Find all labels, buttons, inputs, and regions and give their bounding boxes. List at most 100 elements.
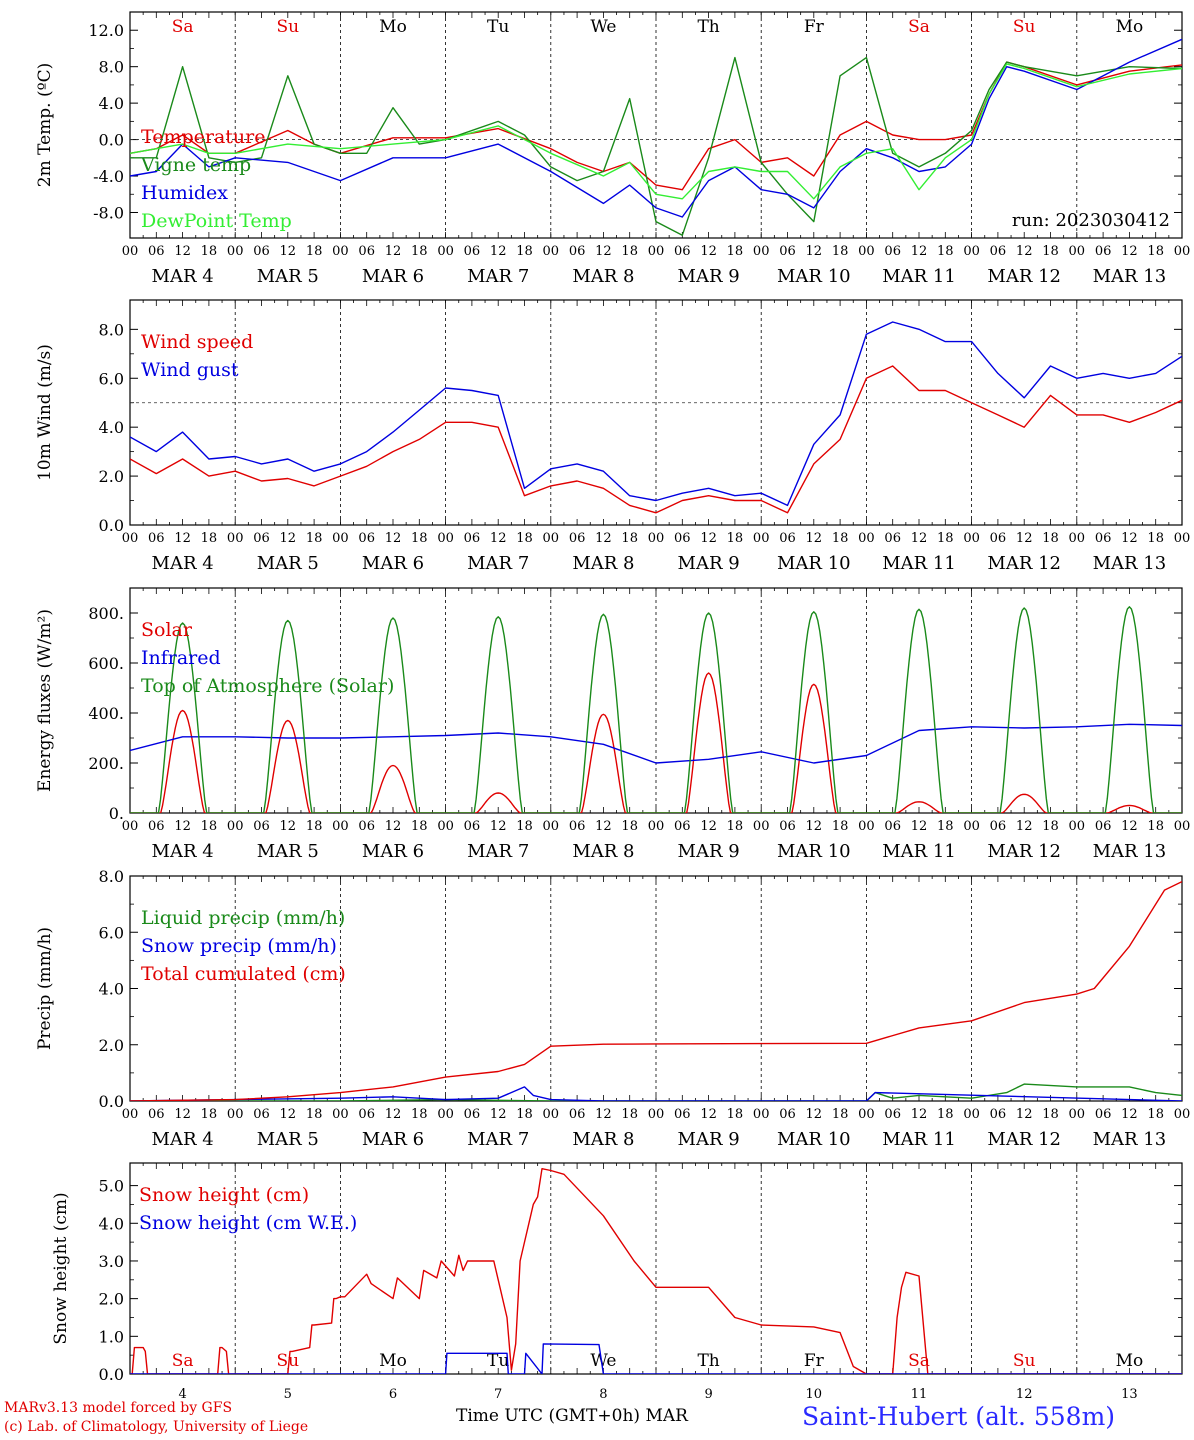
hour-label: 12 bbox=[280, 244, 297, 259]
hour-label: 12 bbox=[280, 531, 297, 546]
hour-label: 12 bbox=[595, 244, 612, 259]
date-label: MAR 7 bbox=[467, 841, 529, 862]
date-label: MAR 4 bbox=[152, 266, 214, 287]
y-tick-label: 0.0 bbox=[99, 516, 124, 535]
hour-label: 18 bbox=[1147, 819, 1164, 834]
hour-label: 18 bbox=[411, 531, 428, 546]
hour-label: 12 bbox=[1016, 1107, 1033, 1122]
hour-label: 12 bbox=[385, 531, 402, 546]
date-label: MAR 7 bbox=[467, 266, 529, 287]
date-label: MAR 8 bbox=[572, 1129, 634, 1150]
hour-label: 18 bbox=[306, 531, 323, 546]
hour-label: 06 bbox=[1095, 531, 1112, 546]
hour-label: 00 bbox=[1174, 819, 1191, 834]
hour-label: 12 bbox=[595, 1107, 612, 1122]
date-label: MAR 10 bbox=[777, 553, 851, 574]
hour-label: 06 bbox=[253, 244, 270, 259]
hour-label: 18 bbox=[727, 819, 744, 834]
hour-label: 06 bbox=[779, 531, 796, 546]
hour-label: 06 bbox=[569, 531, 586, 546]
day-number-label: 12 bbox=[1016, 1387, 1033, 1402]
hour-label: 12 bbox=[911, 1107, 928, 1122]
hour-label: 06 bbox=[1095, 244, 1112, 259]
hour-label: 12 bbox=[385, 1107, 402, 1122]
date-label: MAR 13 bbox=[1093, 1129, 1167, 1150]
day-number-label: 11 bbox=[911, 1387, 928, 1402]
hour-label: 06 bbox=[253, 1107, 270, 1122]
y-axis-label: Snow height (cm) bbox=[51, 1192, 71, 1344]
hour-label: 18 bbox=[411, 819, 428, 834]
hour-label: 18 bbox=[1147, 531, 1164, 546]
y-tick-label: 2.0 bbox=[99, 467, 124, 486]
hour-label: 00 bbox=[1069, 244, 1086, 259]
hour-label: 00 bbox=[648, 531, 665, 546]
series-line-vigne-temp bbox=[130, 56, 1182, 236]
model-credit: MARv3.13 model forced by GFS bbox=[4, 1400, 233, 1416]
y-tick-label: -8.0 bbox=[93, 203, 124, 222]
hour-label: 00 bbox=[858, 1107, 875, 1122]
hour-label: 06 bbox=[884, 244, 901, 259]
hour-label: 00 bbox=[332, 1107, 349, 1122]
date-label: MAR 11 bbox=[882, 266, 956, 287]
series-line-humidex bbox=[130, 38, 1182, 218]
hour-label: 12 bbox=[490, 1107, 507, 1122]
panel-precip: 0.0 2.0 4.0 6.0 8.0 Precip (mm/h) 00 06 12 18 00 06… bbox=[35, 867, 1190, 1150]
hour-label: 12 bbox=[1016, 819, 1033, 834]
date-label: MAR 9 bbox=[678, 1129, 740, 1150]
hour-label: 12 bbox=[700, 819, 717, 834]
day-of-week-label: Sa bbox=[908, 1351, 930, 1371]
y-tick-label: 0.0 bbox=[99, 1092, 124, 1111]
run-annotation: run: 2023030412 bbox=[1012, 210, 1170, 231]
y-tick-label: 600. bbox=[88, 654, 124, 673]
day-of-week-label: Su bbox=[276, 1351, 299, 1371]
series-group bbox=[130, 880, 1182, 1101]
hour-label: 00 bbox=[648, 819, 665, 834]
legend-entry: Humidex bbox=[141, 182, 228, 204]
plot-frame bbox=[129, 299, 1183, 526]
y-tick-label: 0.0 bbox=[99, 131, 124, 150]
series-group bbox=[130, 606, 1182, 813]
hour-label: 00 bbox=[122, 244, 139, 259]
hour-label: 00 bbox=[858, 819, 875, 834]
hour-label: 18 bbox=[727, 244, 744, 259]
hour-label: 18 bbox=[306, 819, 323, 834]
hour-label: 18 bbox=[516, 1107, 533, 1122]
series-line-snow-height-cm- bbox=[130, 1168, 1182, 1374]
hour-label: 18 bbox=[832, 819, 849, 834]
hour-label: 00 bbox=[648, 244, 665, 259]
day-number-label: 9 bbox=[704, 1387, 712, 1402]
legend-entry: Snow precip (mm/h) bbox=[141, 935, 337, 957]
hour-label: 00 bbox=[753, 531, 770, 546]
hour-label: 12 bbox=[490, 531, 507, 546]
hour-label: 00 bbox=[543, 531, 560, 546]
hour-label: 18 bbox=[411, 244, 428, 259]
plot-frame bbox=[129, 587, 1183, 814]
hour-label: 00 bbox=[963, 1107, 980, 1122]
y-tick-label: 4.0 bbox=[99, 94, 124, 113]
day-of-week-label: Mo bbox=[1116, 17, 1144, 37]
hour-label: 18 bbox=[306, 1107, 323, 1122]
day-of-week-label: Sa bbox=[172, 1351, 194, 1371]
hour-label: 18 bbox=[1147, 1107, 1164, 1122]
legend-entry: DewPoint Temp bbox=[141, 210, 292, 232]
hour-label: 12 bbox=[911, 531, 928, 546]
legend-entry: Top of Atmosphere (Solar) bbox=[141, 675, 394, 697]
hour-label: 00 bbox=[963, 531, 980, 546]
date-label: MAR 7 bbox=[467, 1129, 529, 1150]
hour-label: 18 bbox=[832, 1107, 849, 1122]
day-number-label: 6 bbox=[389, 1387, 397, 1402]
day-of-week-label: Mo bbox=[1116, 1351, 1144, 1371]
date-label: MAR 12 bbox=[987, 1129, 1061, 1150]
panel-snow: 0.0 1.0 2.0 3.0 4.0 5.0 Snow height (cm) Sa Su Mo… bbox=[51, 1162, 1183, 1402]
day-of-week-label: Mo bbox=[379, 1351, 407, 1371]
hour-label: 12 bbox=[806, 531, 823, 546]
legend-entry: Temperature bbox=[141, 126, 265, 148]
hour-label: 18 bbox=[201, 531, 218, 546]
hour-label: 18 bbox=[621, 244, 638, 259]
y-tick-label: 12.0 bbox=[88, 21, 124, 40]
date-label: MAR 9 bbox=[678, 266, 740, 287]
date-label: MAR 8 bbox=[572, 841, 634, 862]
hour-label: 12 bbox=[595, 819, 612, 834]
legend-entry: Snow height (cm) bbox=[139, 1184, 309, 1206]
